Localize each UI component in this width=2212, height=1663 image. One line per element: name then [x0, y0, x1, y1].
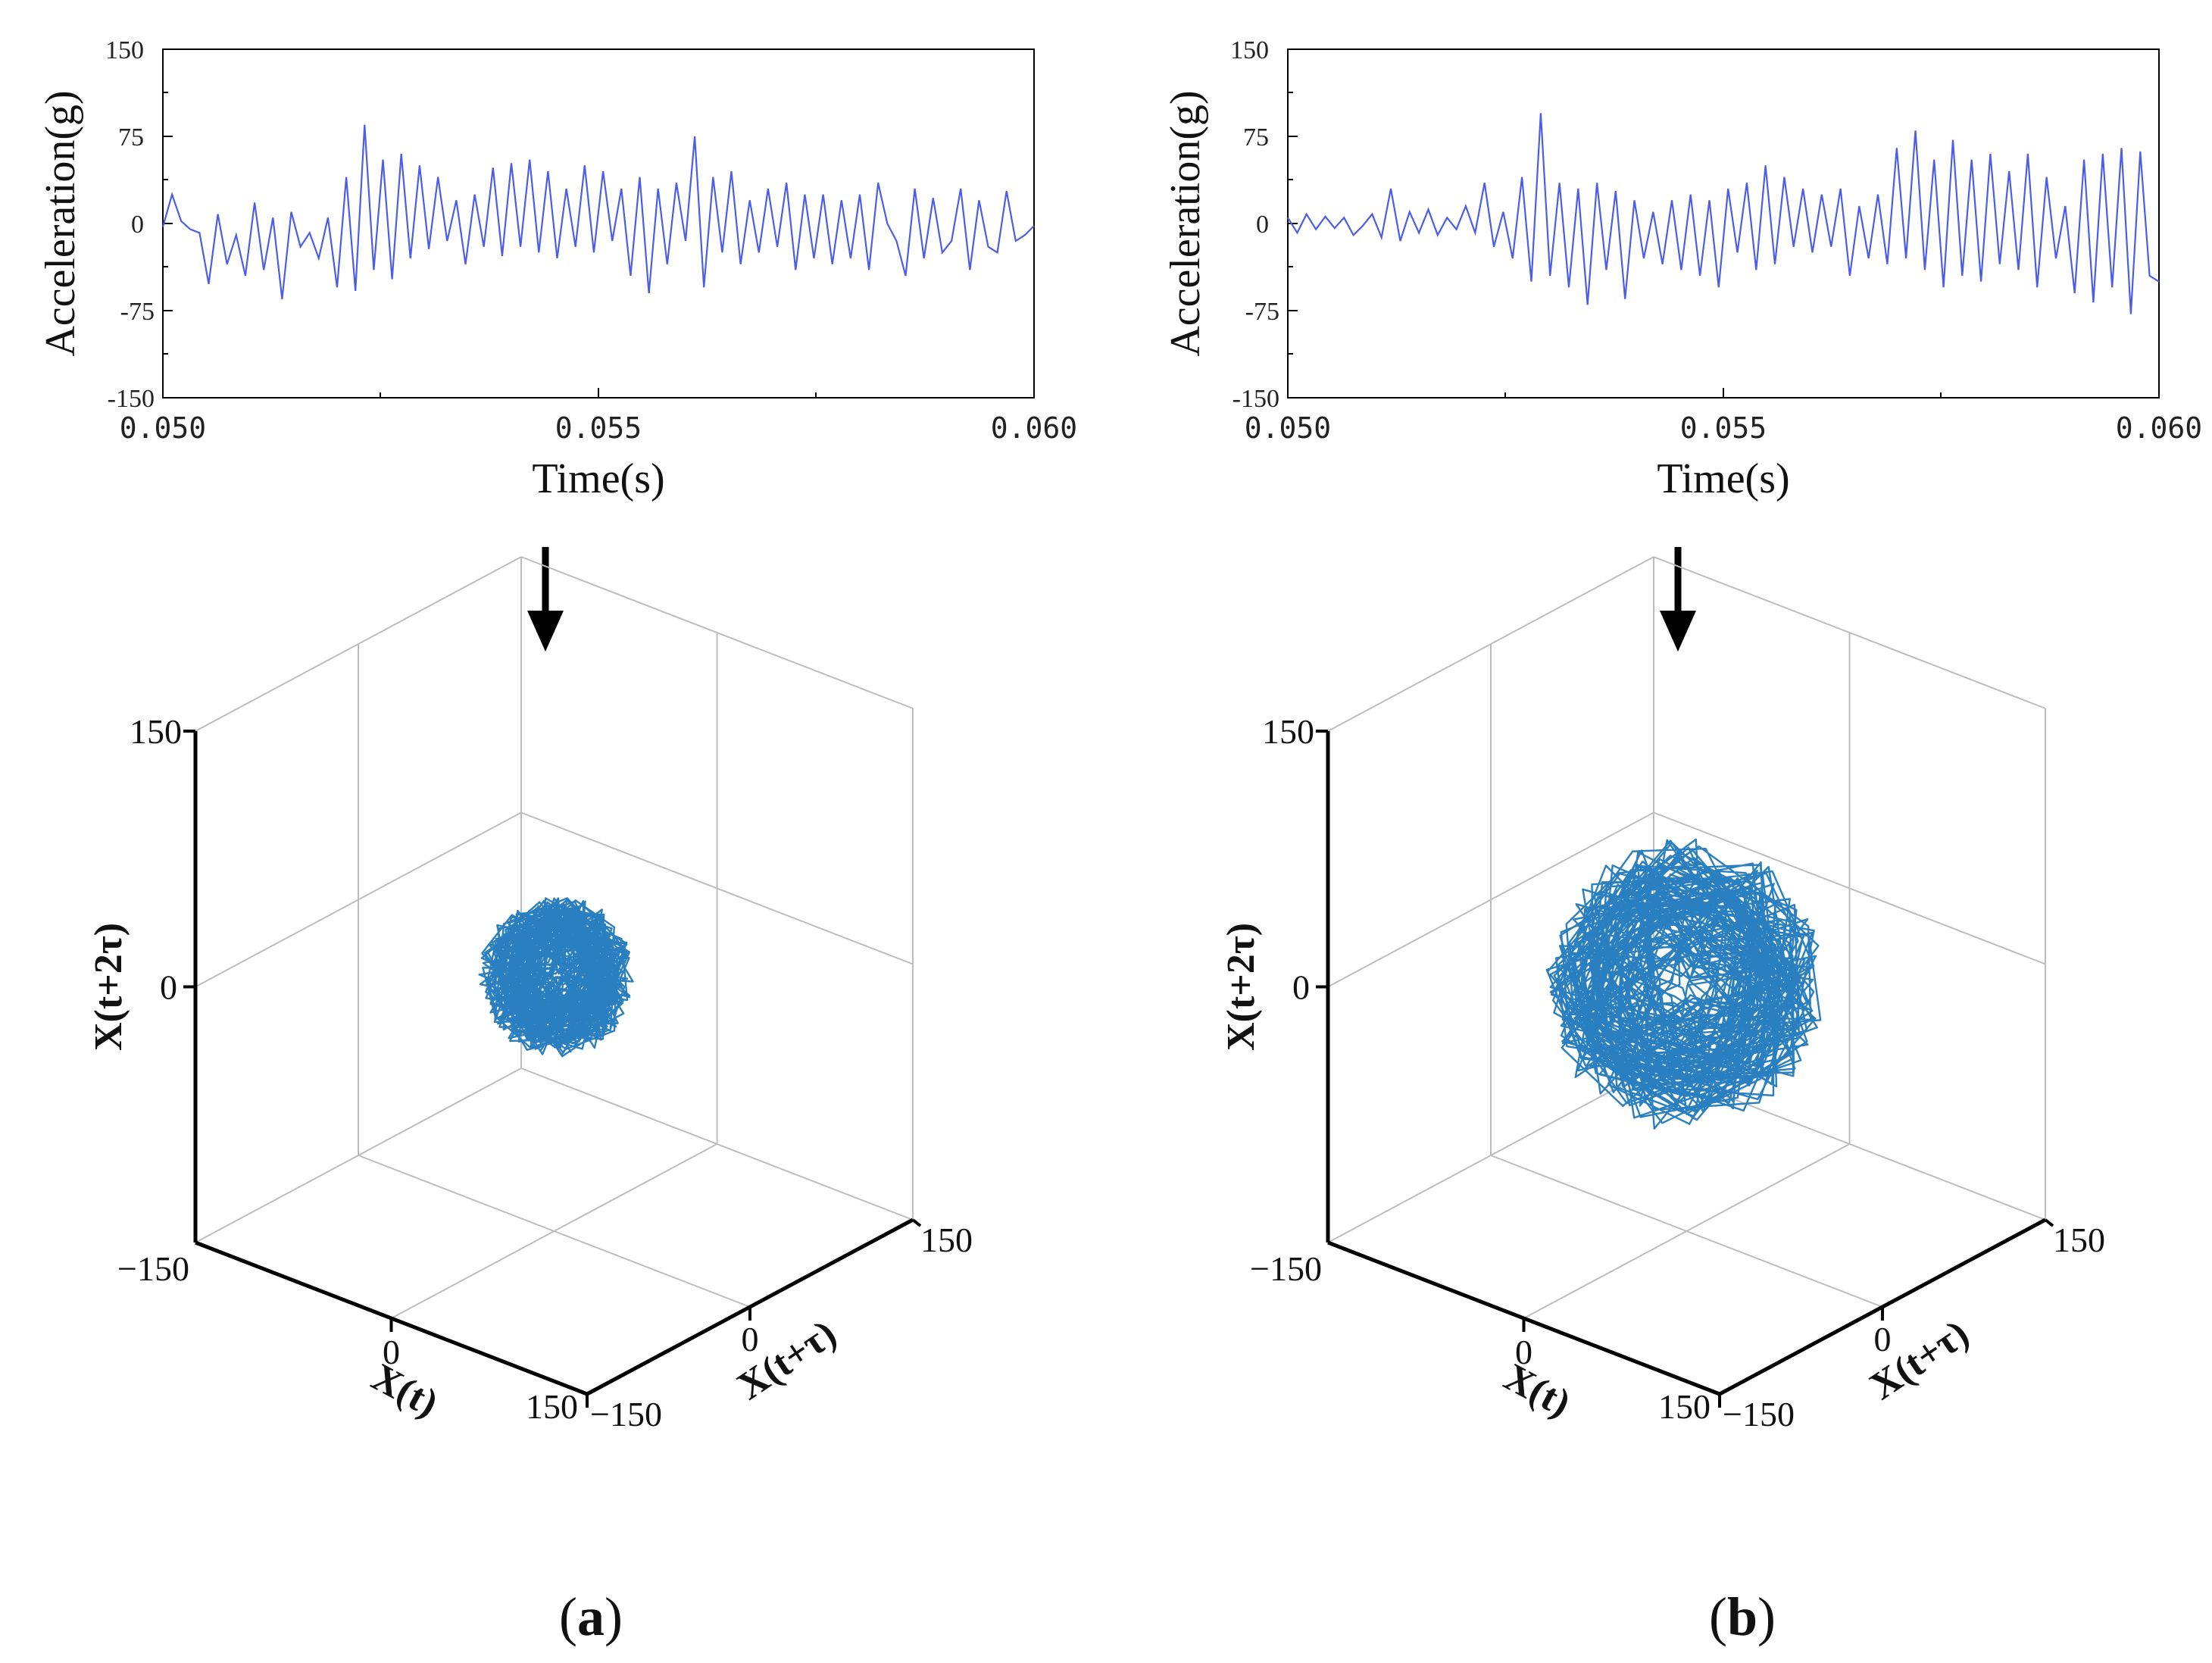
xtick-0055-b: 0.055	[1680, 411, 1767, 445]
x-tick-label-min: −150	[117, 1249, 189, 1288]
signal-line-b	[1287, 113, 2160, 314]
ylabel-b: Acceleration(g)	[1162, 90, 1209, 356]
ytick-75-b: 75	[1243, 123, 1269, 152]
ytick-150-a: 150	[105, 36, 144, 64]
xlabel-b: Time(s)	[1657, 455, 1789, 502]
ytick-marks-b	[1288, 48, 1298, 399]
ytick-150-b: 150	[1230, 36, 1269, 64]
y-tick-max	[911, 1218, 922, 1227]
y-tick-label-max: 150	[920, 1221, 973, 1259]
z-axis-title: X(t+2τ)	[87, 923, 130, 1051]
y-tick-label-min: −150	[1723, 1395, 1795, 1433]
x-axis-title: X(t)	[1497, 1355, 1577, 1425]
y-tick-label-min: −150	[590, 1395, 662, 1433]
xtick-0055-a: 0.055	[555, 411, 642, 445]
z-tick-label-zero: 0	[1292, 968, 1310, 1007]
z-tick-label-max: 150	[1262, 712, 1314, 751]
attractor-trajectory	[1545, 838, 1822, 1130]
time-series-a: 150 75 0 -75 -150 0.050 0.055 0.060 Time…	[37, 36, 1077, 502]
x-tick-label-max: 150	[526, 1387, 578, 1426]
xtick-0060-a: 0.060	[991, 411, 1077, 445]
ytick-75-a: 75	[118, 123, 144, 152]
z-tick-label-zero: 0	[160, 968, 177, 1007]
y-tick-label-max: 150	[2053, 1221, 2105, 1259]
z-tick-label-max: 150	[130, 712, 182, 751]
signal-line-a	[161, 124, 1035, 299]
x-tick-label-min: −150	[1250, 1249, 1322, 1288]
down-arrow-a	[527, 547, 564, 652]
x-tick-label-max: 150	[1658, 1387, 1711, 1426]
xtick-0050-a: 0.050	[120, 411, 206, 445]
plot-frame-b	[1287, 48, 2160, 399]
ytick-0-a: 0	[131, 211, 144, 239]
xtick-marks-a	[380, 388, 817, 398]
y-tick-label-zero: 0	[1874, 1320, 1892, 1358]
x-tick-label-zero: 0	[383, 1333, 400, 1371]
x-tick-label-zero: 0	[1515, 1333, 1532, 1371]
ytick-marks-a	[163, 48, 173, 399]
y-tick-max	[2044, 1218, 2054, 1227]
xtick-0050-b: 0.050	[1245, 411, 1331, 445]
ylabel-a: Acceleration(g)	[37, 90, 84, 356]
ytick-neg150-a: -150	[108, 385, 155, 413]
grid-floor-line-2	[358, 1155, 751, 1308]
x-axis-title: X(t)	[364, 1355, 445, 1425]
ytick-neg75-b: -75	[1245, 298, 1279, 326]
xlabel-a: Time(s)	[532, 455, 664, 502]
y-tick-label-zero: 0	[742, 1320, 759, 1358]
panel-label-a: (a)	[559, 1586, 623, 1647]
xtick-0060-b: 0.060	[2116, 411, 2202, 445]
ytick-neg150-b: -150	[1233, 385, 1279, 413]
grid-floor-line-2	[1490, 1155, 1883, 1308]
z-axis-title: X(t+2τ)	[1220, 923, 1263, 1051]
time-series-b: 150 75 0 -75 -150 0.050 0.055 0.060 Time…	[1162, 36, 2202, 502]
ytick-0-b: 0	[1256, 211, 1269, 239]
attractor-trajectory	[478, 897, 634, 1058]
ytick-neg75-a: -75	[120, 298, 155, 326]
panel-label-b: (b)	[1709, 1586, 1776, 1647]
xtick-marks-b	[1504, 388, 1942, 398]
down-arrow-b	[1660, 547, 1696, 652]
